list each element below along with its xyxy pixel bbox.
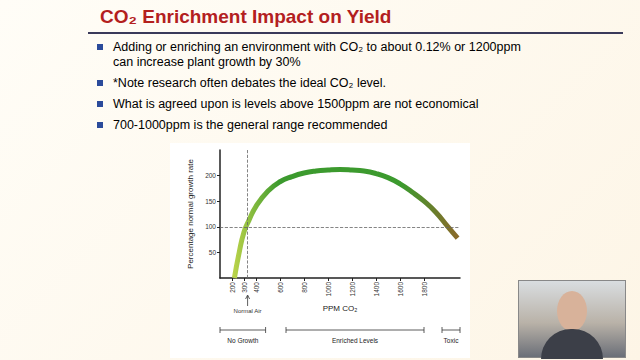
svg-text:1000: 1000: [325, 282, 332, 297]
svg-text:1200: 1200: [349, 282, 356, 297]
svg-text:Normal Air: Normal Air: [234, 308, 262, 314]
svg-text:Enriched Levels: Enriched Levels: [332, 337, 379, 344]
html-text:Adding or enriching an environ: Adding or enriching an environment with …: [113, 40, 521, 69]
svg-text:No Growth: No Growth: [227, 337, 258, 344]
svg-text:150: 150: [205, 198, 216, 205]
svg-text:PPM CO₂: PPM CO₂: [323, 304, 358, 313]
svg-text:100: 100: [205, 223, 216, 230]
svg-text:Toxic: Toxic: [444, 337, 460, 344]
html-text:*Note research often debates t: *Note research often debates the ideal C…: [113, 76, 387, 90]
svg-text:200: 200: [205, 172, 216, 179]
html-text:What is agreed upon is levels: What is agreed upon is levels above 1500…: [113, 97, 479, 111]
html-text:CO₂ Enrichment Impact on Yield: CO₂ Enrichment Impact on Yield: [100, 6, 392, 27]
svg-text:1600: 1600: [397, 282, 404, 297]
html-text:700-1000ppm is the general ran: 700-1000ppm is the general range recomme…: [113, 118, 388, 132]
svg-text:1400: 1400: [373, 282, 380, 297]
svg-text:600: 600: [277, 282, 284, 293]
svg-text:Percentage normal growth rate: Percentage normal growth rate: [186, 159, 195, 269]
svg-text:50: 50: [209, 249, 217, 256]
svg-text:400: 400: [253, 282, 260, 293]
svg-text:800: 800: [301, 282, 308, 293]
svg-text:300: 300: [241, 282, 248, 293]
svg-text:1800: 1800: [421, 282, 428, 297]
svg-text:200: 200: [229, 282, 236, 293]
